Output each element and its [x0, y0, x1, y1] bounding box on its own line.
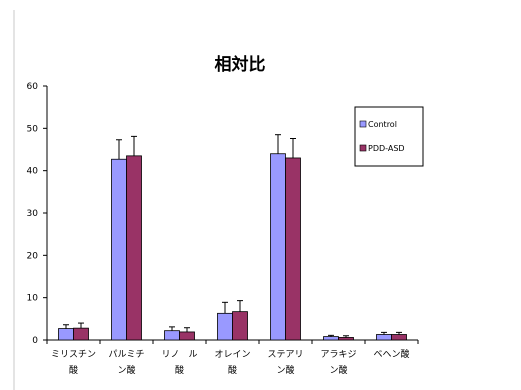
- bar-control: [270, 153, 286, 341]
- bar-control: [217, 312, 233, 341]
- category-label: アラキジ: [320, 349, 356, 360]
- category-label: 酸: [228, 365, 237, 376]
- category-label: 酸: [175, 365, 184, 376]
- y-tick-label: 60: [27, 82, 39, 92]
- bar-control: [164, 330, 180, 341]
- legend-swatch-pdd-asd: [359, 144, 367, 152]
- category-label: ステアリ: [267, 349, 303, 360]
- bar-control: [376, 334, 392, 341]
- bar-pdd-asd: [179, 331, 195, 341]
- y-tick-label: 30: [27, 209, 39, 219]
- category-label: パルミチ: [108, 349, 144, 360]
- bar-pdd-asd: [285, 157, 301, 341]
- legend: Control PDD-ASD: [354, 106, 424, 167]
- bar-control: [323, 336, 339, 341]
- category-label: ン酸: [117, 365, 135, 376]
- chart-title: 相対比: [215, 54, 266, 75]
- y-tick-label: 10: [27, 294, 39, 304]
- legend-label-pdd-asd: PDD-ASD: [368, 144, 405, 153]
- category-label: オレイン: [214, 349, 250, 360]
- bar-control: [111, 158, 127, 341]
- bar-pdd-asd: [338, 337, 354, 341]
- category-label: リノ ル: [161, 350, 197, 360]
- category-label: 酸: [69, 365, 78, 376]
- category-label: ベヘン酸: [373, 349, 409, 360]
- y-tick-label: 40: [27, 167, 39, 177]
- bar-pdd-asd: [126, 155, 142, 341]
- bar-pdd-asd: [391, 334, 407, 341]
- legend-box: [354, 106, 424, 167]
- category-label: ン酸: [276, 365, 294, 376]
- y-tick-label: 50: [27, 124, 39, 134]
- legend-label-control: Control: [368, 120, 397, 129]
- y-tick-label: 0: [32, 336, 38, 346]
- y-tick-label: 20: [27, 251, 39, 261]
- category-label: ン酸: [329, 365, 347, 376]
- bar-pdd-asd: [73, 327, 89, 341]
- bar-pdd-asd: [232, 311, 248, 341]
- category-label: ミリスチン: [51, 349, 96, 360]
- legend-swatch-control: [359, 120, 367, 128]
- bar-control: [58, 328, 74, 341]
